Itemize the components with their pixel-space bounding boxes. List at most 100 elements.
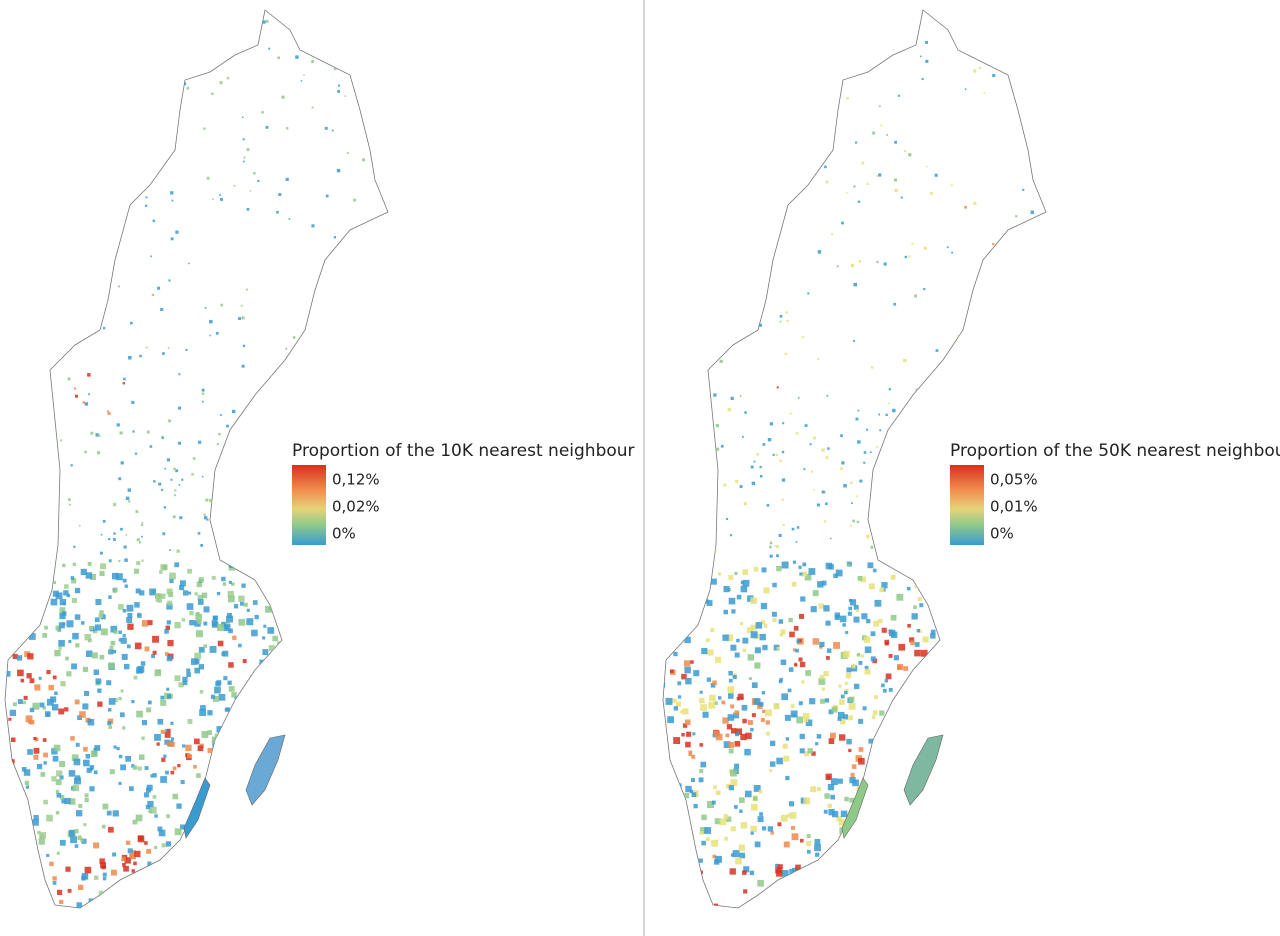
density-dot: [84, 634, 91, 641]
density-dot: [772, 618, 777, 623]
density-dot: [329, 28, 333, 32]
density-dot: [1035, 596, 1042, 602]
density-dot: [828, 738, 835, 744]
density-dot: [74, 387, 77, 390]
density-dot: [671, 784, 676, 789]
density-dot: [871, 366, 874, 369]
density-dot: [238, 317, 241, 320]
density-dot: [956, 865, 961, 870]
density-dot: [136, 561, 141, 566]
density-dot: [161, 876, 168, 882]
density-dot: [1026, 765, 1032, 771]
density-dot: [83, 759, 90, 767]
density-dot: [672, 698, 677, 703]
density-dot: [930, 633, 936, 639]
density-dot: [792, 560, 797, 564]
density-dot: [847, 611, 852, 616]
density-dot: [738, 844, 745, 851]
density-dot: [201, 475, 204, 478]
density-dot: [25, 119, 29, 122]
density-dot: [712, 680, 717, 685]
density-dot: [161, 435, 164, 438]
density-dot: [978, 67, 981, 70]
density-dot: [744, 226, 748, 231]
density-dot: [142, 904, 146, 908]
density-dot: [5, 562, 11, 568]
density-dot: [993, 683, 999, 689]
density-dot: [785, 165, 789, 169]
density-dot: [348, 874, 354, 880]
density-dot: [292, 336, 296, 339]
density-dot: [28, 633, 36, 640]
density-dot: [685, 741, 691, 748]
density-dot: [858, 42, 862, 45]
density-dot: [1047, 900, 1052, 905]
density-dot: [207, 748, 213, 753]
density-dot: [229, 826, 236, 832]
density-dot: [866, 864, 871, 869]
density-dot: [197, 532, 201, 535]
density-dot: [996, 627, 1001, 631]
density-dot: [978, 655, 986, 663]
density-dot: [58, 708, 65, 715]
density-dot: [135, 814, 143, 822]
density-dot: [798, 565, 802, 569]
density-dot: [55, 779, 62, 786]
density-dot: [853, 185, 856, 188]
density-dot: [166, 741, 171, 746]
density-dot: [927, 807, 934, 813]
density-dot: [776, 554, 779, 558]
density-dot: [935, 421, 939, 425]
density-dot: [262, 636, 266, 640]
density-dot: [853, 604, 859, 610]
density-dot: [340, 517, 344, 520]
density-dot: [796, 526, 800, 529]
density-dot: [693, 899, 698, 904]
density-dot: [329, 741, 335, 747]
density-dot: [217, 801, 223, 808]
density-dot: [981, 779, 987, 785]
density-dot: [834, 879, 841, 886]
density-dot: [76, 218, 80, 222]
density-dot: [378, 427, 381, 430]
density-dot: [197, 745, 204, 752]
density-dot: [93, 770, 98, 775]
density-dot: [978, 561, 985, 568]
density-dot: [867, 826, 872, 831]
density-dot: [203, 644, 208, 648]
density-dot: [725, 733, 730, 738]
density-dot: [769, 554, 773, 558]
density-dot: [264, 589, 271, 597]
density-dot: [939, 721, 946, 728]
density-dot: [288, 218, 291, 220]
density-dot: [941, 531, 945, 535]
density-dot: [796, 639, 801, 644]
density-dot: [870, 545, 874, 549]
density-dot: [22, 90, 25, 93]
density-dot: [37, 444, 39, 446]
density-dot: [55, 625, 61, 631]
density-dot: [84, 797, 89, 803]
density-dot: [665, 697, 673, 705]
density-dot: [86, 767, 92, 773]
density-dot: [52, 755, 59, 762]
density-dot: [855, 909, 861, 915]
density-dot: [78, 524, 81, 527]
density-dot: [122, 863, 126, 867]
density-dot: [309, 387, 313, 391]
density-dot: [716, 447, 720, 451]
density-dot: [82, 401, 85, 404]
density-dot: [91, 25, 95, 29]
density-dot: [23, 695, 28, 700]
density-dot: [978, 411, 981, 413]
density-dot: [257, 179, 260, 182]
density-dot: [14, 871, 21, 879]
map-panel: [4, 9, 389, 909]
density-dot: [709, 694, 716, 702]
density-dot: [85, 754, 91, 759]
density-dot: [750, 465, 754, 469]
density-dot: [303, 736, 310, 743]
density-dot: [76, 902, 83, 908]
density-dot: [113, 745, 117, 749]
density-dot: [1011, 641, 1017, 647]
